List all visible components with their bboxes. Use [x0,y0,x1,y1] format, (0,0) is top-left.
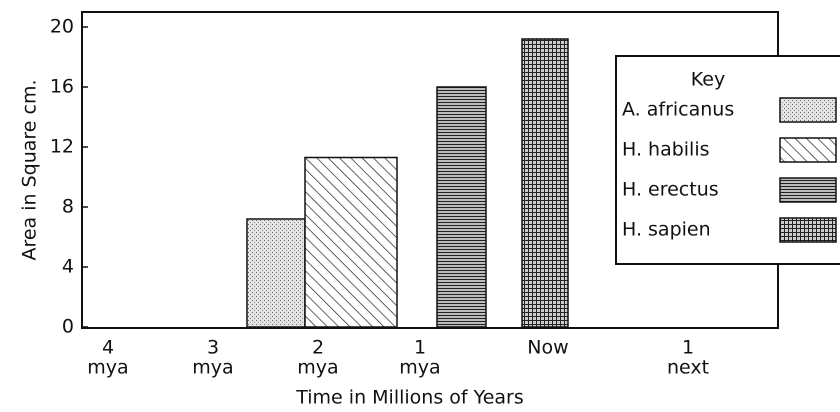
legend-label: H. sapien [622,219,711,241]
legend-label: H. habilis [622,139,710,161]
x-tick-label: mya [399,357,440,379]
y-tick-label: 8 [62,196,74,218]
bar [521,38,569,328]
legend-swatch [779,177,837,203]
legend-label: H. erectus [622,179,719,201]
y-tick-label: 4 [62,256,74,278]
x-tick-label: 2 [312,337,324,359]
x-tick-label: mya [192,357,233,379]
y-axis-label: Area in Square cm. [19,79,41,260]
legend-swatch [779,137,837,163]
y-tick-label: 0 [62,316,74,338]
y-tick-label: 20 [50,16,74,38]
legend-swatch [779,217,837,243]
bar [304,156,398,328]
x-tick-label: 4 [102,337,114,359]
x-tick-label: next [667,357,709,379]
legend-title: Key [691,69,725,91]
x-axis-label: Time in Millions of Years [295,387,524,409]
legend-label: A. africanus [622,99,734,121]
x-tick-label: mya [297,357,338,379]
x-tick-label: Now [527,337,568,359]
y-tick-label: 12 [50,136,74,158]
legend-swatch [779,97,837,123]
x-tick-label: 3 [207,337,219,359]
bar [436,86,487,328]
x-tick-label: 1 [682,337,694,359]
x-tick-label: 1 [414,337,426,359]
bar [246,218,306,328]
x-tick-label: mya [87,357,128,379]
y-tick-label: 16 [50,76,74,98]
